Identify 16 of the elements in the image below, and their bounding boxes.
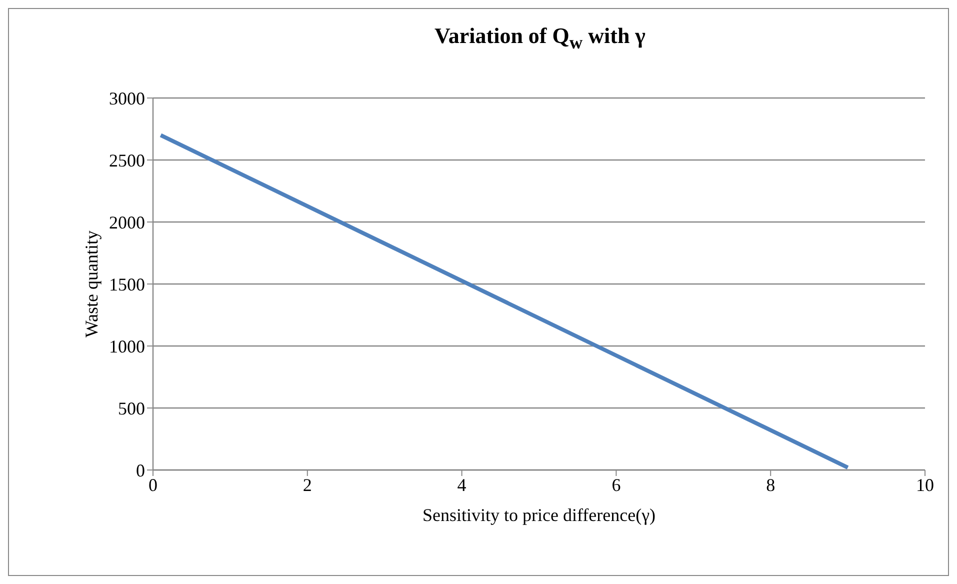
y-axis-title: Waste quantity — [81, 230, 102, 338]
y-tick-label: 3000 — [109, 88, 145, 108]
x-axis-title: Sensitivity to price difference(γ) — [422, 504, 656, 525]
x-tick-label: 10 — [916, 474, 934, 495]
y-tick-label: 500 — [118, 398, 145, 418]
y-tick-label: 1000 — [109, 336, 145, 356]
x-tick-label: 0 — [148, 474, 158, 495]
y-tick-label: 1500 — [109, 274, 145, 294]
y-tick-label: 0 — [136, 460, 145, 480]
x-tick-label: 4 — [457, 474, 466, 495]
x-tick-label: 2 — [302, 474, 312, 495]
x-tick-label: 6 — [612, 474, 621, 495]
x-tick-label: 8 — [766, 474, 776, 495]
y-tick-label: 2000 — [109, 212, 145, 232]
chart-title: Variation of Q$_{w}$ with γ — [434, 23, 646, 54]
y-tick-label: 2500 — [109, 150, 145, 170]
